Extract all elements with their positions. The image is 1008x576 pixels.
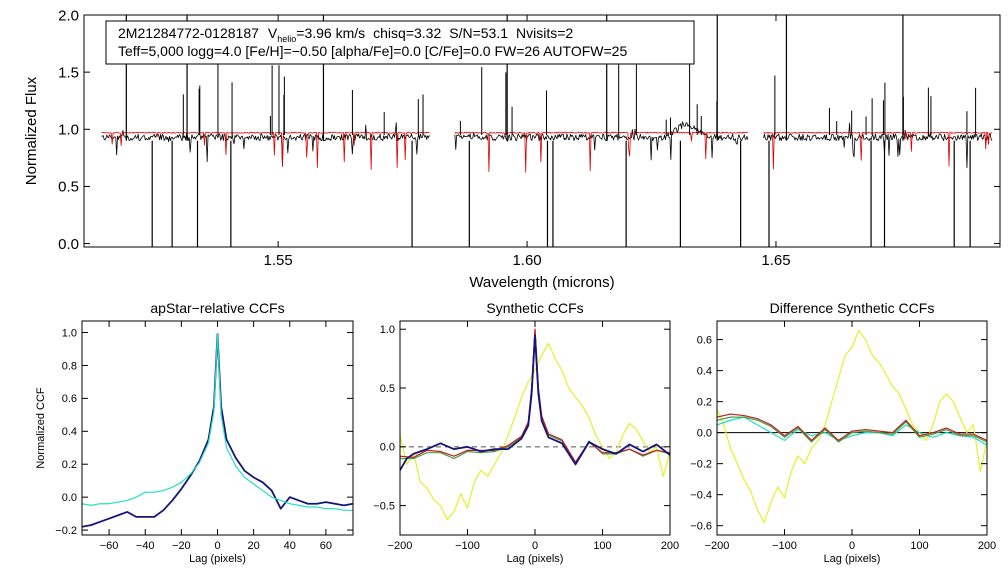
plot-area	[101, 15, 993, 247]
observed-spectrum-line	[101, 122, 430, 167]
y-tick-label: 0.6	[697, 334, 712, 346]
info-line-1: 2M21284772-0128187 Vhelio=3.96 km/s chisq=…	[118, 25, 573, 44]
x-tick-label: 0	[532, 540, 538, 552]
y-tick-label: −0.2	[690, 459, 712, 471]
y-tick-label: −0.6	[690, 521, 712, 533]
plot-frame	[399, 320, 671, 536]
y-tick-label: 0.0	[380, 442, 395, 454]
y-tick-label: 2.0	[58, 7, 79, 24]
ccf-teal-line	[82, 333, 353, 511]
diff-yellow-line	[717, 329, 987, 524]
x-tick-label: 60	[320, 540, 332, 552]
x-axis-label: Lag (pixels)	[189, 553, 246, 565]
difference-ccf-panel: −200 −100 0 100 200 −0.6 −0.4 −0.2 0.0 0.2 0.4 0.6 L…	[690, 300, 996, 565]
info-box-frame	[105, 20, 695, 65]
y-tick-label: 0.6	[62, 393, 77, 405]
y-tick-label: 0.0	[62, 492, 77, 504]
x-tick-label: −200	[705, 540, 730, 552]
x-tick-label: 0	[214, 540, 220, 552]
y-tick-label: 0.5	[58, 179, 79, 196]
model-spectrum-line	[101, 131, 430, 170]
x-tick-label: 1.65	[761, 252, 790, 269]
observed-spectrum-line	[763, 122, 993, 169]
y-tick-label: 0.4	[697, 365, 712, 377]
y-tick-label: 0.8	[62, 360, 77, 372]
x-tick-label: 20	[248, 540, 260, 552]
ccf-yellow-line	[400, 342, 670, 521]
x-tick-label: 1.60	[512, 252, 541, 269]
plot-area	[400, 328, 670, 521]
y-tick-label: 0.5	[380, 383, 395, 395]
x-tick-label: −60	[100, 540, 119, 552]
y-tick-label: −0.4	[690, 490, 712, 502]
y-tick-label: 0.2	[697, 396, 712, 408]
panel-title: apStar−relative CCFs	[150, 300, 284, 316]
synthetic-ccf-panel: −200 −100 0 100 200 −0.5 0.0 0.5 1.0 Lag (pixels)…	[373, 300, 679, 565]
y-tick-label: 0.4	[62, 426, 77, 438]
panel-title: Difference Synthetic CCFs	[770, 300, 935, 316]
y-tick-label: 1.0	[380, 324, 395, 336]
x-tick-label: 200	[978, 540, 996, 552]
info-box: 2M21284772-0128187 Vhelio=3.96 km/s chisq=…	[105, 20, 695, 65]
y-axis-label: Normalized Flux	[23, 76, 40, 185]
panel-title: Synthetic CCFs	[486, 300, 583, 316]
plot-area	[82, 333, 353, 528]
y-tick-label: −0.5	[373, 500, 395, 512]
y-axis-label: Normalized CCF	[35, 387, 47, 469]
ccf-red-line	[400, 328, 670, 463]
x-tick-label: −100	[772, 540, 797, 552]
x-tick-label: 1.55	[264, 252, 293, 269]
info-line-2: Teff=5,000 logg=4.0 [Fe/H]=−0.50 [alpha/…	[118, 43, 627, 59]
diff-teal-line	[717, 416, 987, 446]
model-spectrum-line	[763, 131, 993, 170]
ccf-dark-line	[400, 334, 670, 471]
y-tick-label: −0.2	[55, 525, 77, 537]
x-tick-label: 40	[284, 540, 296, 552]
x-axis-label: Lag (pixels)	[507, 553, 564, 565]
x-tick-label: −40	[136, 540, 155, 552]
x-tick-label: 100	[593, 540, 611, 552]
x-tick-label: 200	[661, 540, 679, 552]
y-tick-label: 1.0	[62, 327, 77, 339]
x-tick-label: −100	[455, 540, 480, 552]
ccf-dark-line	[82, 333, 353, 528]
y-tick-label: 1.0	[58, 122, 79, 139]
x-axis-label: Wavelength (microns)	[469, 274, 614, 291]
x-tick-label: −20	[172, 540, 191, 552]
apstar-ccf-panel: −60 −40 −20 0 20 40 60 −0.2 0.0 0.2 0.4 0.6 0.8 1.0 La…	[35, 300, 354, 565]
plot-frame	[83, 14, 1001, 248]
diff-red-line	[717, 413, 987, 442]
y-tick-label: 0.0	[697, 428, 712, 440]
x-tick-label: −200	[388, 540, 413, 552]
x-axis-label: Lag (pixels)	[824, 553, 881, 565]
observed-spectrum-line	[454, 121, 749, 161]
x-tick-label: 100	[910, 540, 928, 552]
y-tick-label: 0.0	[58, 236, 79, 253]
spectrum-panel: 1.55 1.60 1.65 0.0 0.5 1.0 1.5 2.0 Wavelength (m…	[23, 7, 1001, 291]
plot-area	[717, 329, 987, 524]
diff-green-line	[717, 416, 987, 443]
y-tick-label: 0.2	[62, 459, 77, 471]
model-spectrum-line	[454, 131, 748, 173]
x-tick-label: 0	[849, 540, 855, 552]
y-tick-label: 1.5	[58, 64, 79, 81]
